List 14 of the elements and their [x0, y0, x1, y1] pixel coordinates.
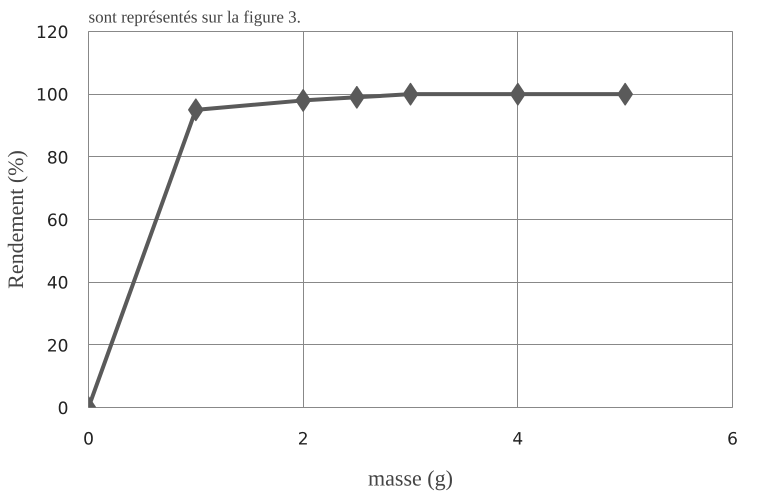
y-tick-label: 120	[36, 23, 69, 43]
y-tick-label: 100	[36, 86, 69, 106]
x-tick-label: 4	[512, 430, 524, 450]
text: sont représentés sur la figure 3.	[88, 8, 301, 26]
y-tick-label: 80	[46, 148, 69, 168]
y-axis-title: Rendement (%)	[3, 150, 28, 289]
y-tick-label: 20	[46, 336, 69, 356]
x-tick-label: 2	[298, 430, 309, 450]
y-tick-label: 40	[46, 274, 69, 294]
y-tick-label: 60	[46, 211, 69, 231]
y-tick-label: 0	[58, 399, 69, 419]
x-tick-label: 6	[727, 430, 738, 450]
x-axis-title: masse (g)	[368, 466, 453, 490]
x-tick-label: 0	[83, 430, 94, 450]
